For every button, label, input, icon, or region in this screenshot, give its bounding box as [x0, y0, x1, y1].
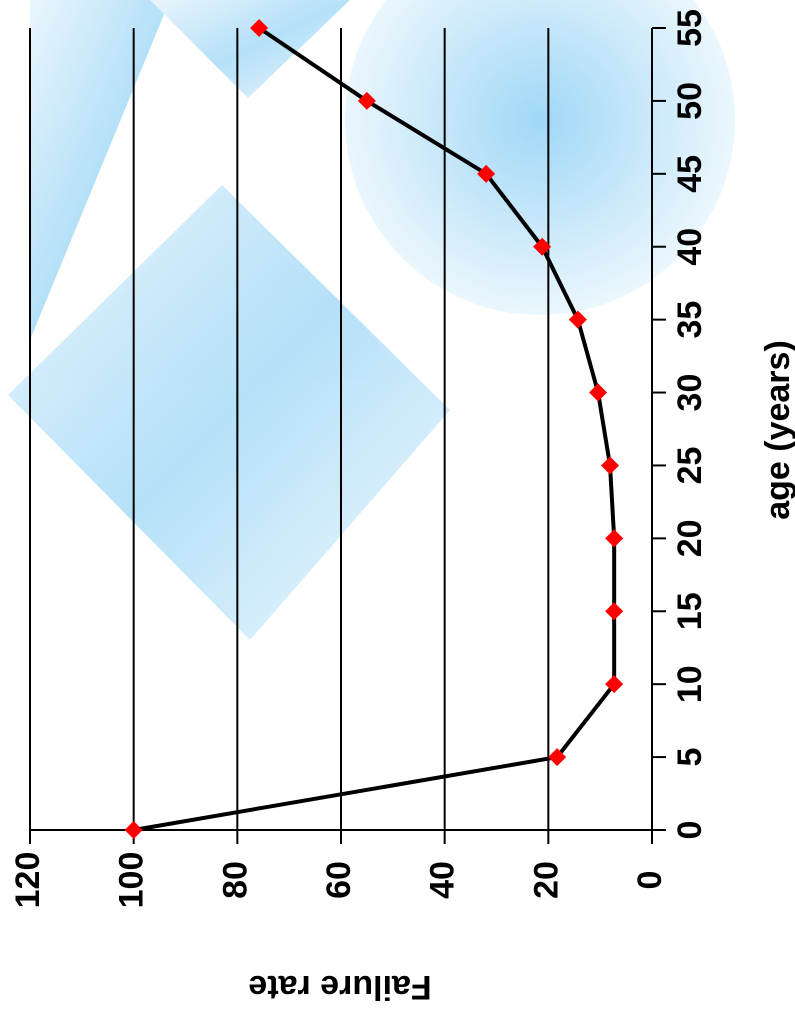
x-tick-label: 10	[671, 665, 709, 703]
y-tick-label: 60	[320, 861, 358, 899]
y-tick-label: 20	[527, 861, 565, 899]
x-axis-title: age (years)	[759, 340, 795, 520]
background-decoration	[8, 0, 735, 640]
data-marker	[601, 456, 619, 474]
x-tick-label: 35	[671, 301, 709, 339]
data-marker	[589, 384, 607, 402]
data-marker	[605, 529, 623, 547]
x-tick-label: 20	[671, 519, 709, 557]
data-marker	[125, 821, 143, 839]
x-tick-label: 50	[671, 82, 709, 120]
x-tick-label: 0	[671, 821, 709, 840]
x-tick-label: 55	[671, 9, 709, 47]
y-axis-title: Failure rate	[248, 968, 431, 1006]
x-tick-label: 25	[671, 447, 709, 485]
y-tick-label: 100	[113, 852, 151, 909]
x-tick-label: 45	[671, 155, 709, 193]
y-tick-label: 120	[9, 852, 47, 909]
data-marker	[569, 311, 587, 329]
y-tick-label: 0	[631, 871, 669, 890]
chart: age (years) Failure rate 020406080100120…	[0, 0, 795, 1021]
x-tick-label: 15	[671, 592, 709, 630]
y-tick-label: 40	[424, 861, 462, 899]
x-tick-label: 40	[671, 228, 709, 266]
data-marker	[605, 602, 623, 620]
page: {"chart_data": {"type": "line", "x_label…	[0, 0, 795, 1021]
x-tick-label: 30	[671, 374, 709, 412]
x-tick-label: 5	[671, 748, 709, 767]
y-tick-label: 80	[216, 861, 254, 899]
